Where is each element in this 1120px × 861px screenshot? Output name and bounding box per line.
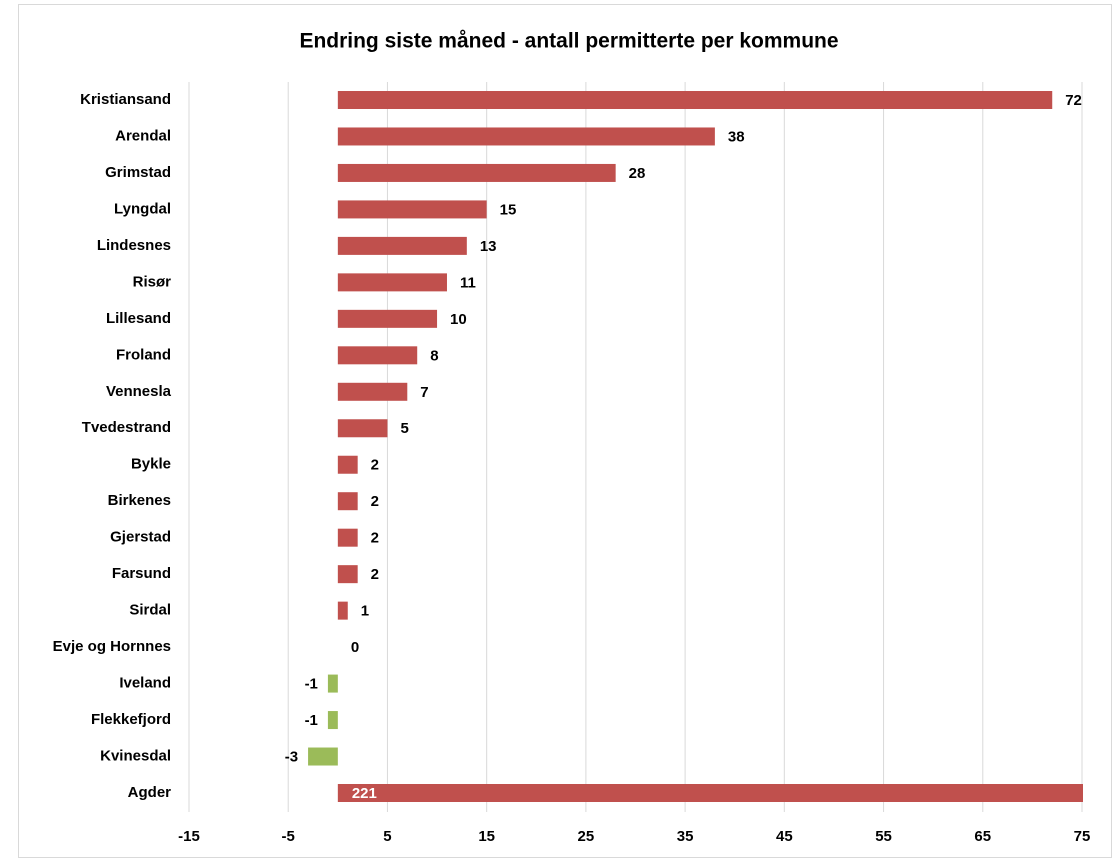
- data-label: 221: [352, 785, 377, 802]
- bar: [327, 711, 338, 730]
- data-label: 5: [400, 420, 408, 437]
- bar: [337, 419, 388, 438]
- y-tick-label: Vennesla: [106, 383, 172, 400]
- bar: [337, 382, 408, 401]
- data-label: 38: [728, 128, 745, 145]
- data-label: 2: [371, 566, 379, 583]
- x-tick-label: 5: [383, 828, 391, 845]
- bar: [337, 163, 616, 182]
- y-tick-label: Flekkefjord: [91, 711, 171, 728]
- y-tick-label: Froland: [116, 346, 171, 363]
- y-tick-label: Gjerstad: [110, 529, 171, 546]
- bar: [327, 674, 338, 693]
- x-tick-label: 75: [1074, 828, 1091, 845]
- data-label: 2: [371, 493, 379, 510]
- data-label: 8: [430, 347, 438, 364]
- bar: [337, 236, 467, 255]
- bar: [337, 565, 358, 584]
- y-tick-label: Arendal: [115, 127, 171, 144]
- bar: [337, 91, 1053, 109]
- y-tick-label: Risør: [133, 273, 172, 290]
- data-label: -1: [305, 676, 318, 693]
- y-tick-label: Tvedestrand: [82, 419, 171, 436]
- data-label: 10: [450, 311, 467, 328]
- y-tick-label: Lyngdal: [114, 200, 171, 217]
- y-tick-label: Iveland: [119, 675, 171, 692]
- y-tick-label: Birkenes: [108, 492, 171, 509]
- data-label: 2: [371, 457, 379, 474]
- y-tick-label: Sirdal: [129, 602, 171, 619]
- y-tick-label: Farsund: [112, 565, 171, 582]
- x-tick-label: -15: [178, 828, 200, 845]
- data-label: 28: [629, 165, 646, 182]
- bar: [337, 528, 358, 547]
- data-label: -1: [305, 712, 318, 729]
- x-tick-label: 15: [478, 828, 495, 845]
- bar: [337, 492, 358, 511]
- bar: [337, 200, 487, 219]
- x-tick-label: 45: [776, 828, 793, 845]
- x-tick-label: 55: [875, 828, 892, 845]
- y-tick-label: Agder: [128, 784, 172, 801]
- bar: [337, 309, 438, 328]
- y-tick-label: Evje og Hornnes: [53, 638, 171, 655]
- data-label: 13: [480, 238, 497, 255]
- y-tick-label: Lindesnes: [97, 237, 171, 254]
- x-tick-label: 25: [578, 828, 595, 845]
- chart-title: Endring siste måned - antall permitterte…: [299, 30, 838, 53]
- x-tick-label: 65: [974, 828, 991, 845]
- bars: [308, 91, 1083, 802]
- grid: [188, 82, 1083, 812]
- data-label: 1: [361, 603, 369, 620]
- x-tick-label: 35: [677, 828, 694, 845]
- y-tick-label: Kristiansand: [80, 91, 171, 108]
- data-label: 72: [1065, 92, 1082, 109]
- bar: [337, 601, 348, 620]
- data-label: 7: [420, 384, 428, 401]
- bar: [337, 455, 358, 474]
- chart-frame: [18, 4, 1112, 858]
- bar: [337, 273, 447, 292]
- y-tick-label: Kvinesdal: [100, 747, 171, 764]
- data-label: -3: [285, 748, 298, 765]
- bar: [308, 747, 338, 766]
- y-tick-label: Grimstad: [105, 164, 171, 181]
- bar: [337, 127, 715, 146]
- y-tick-label: Lillesand: [106, 310, 171, 327]
- bar: [337, 784, 1083, 802]
- bar: [337, 346, 418, 365]
- x-tick-label: -5: [282, 828, 295, 845]
- y-tick-label: Bykle: [131, 456, 171, 473]
- data-label: 0: [351, 639, 359, 656]
- data-label: 2: [371, 530, 379, 547]
- data-label: 11: [460, 274, 476, 291]
- data-label: 15: [500, 201, 517, 218]
